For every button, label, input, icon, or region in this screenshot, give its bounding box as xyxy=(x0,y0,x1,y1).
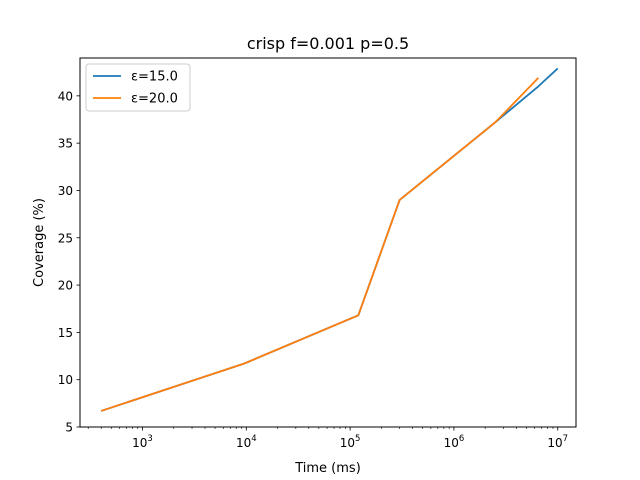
y-tick-label: 5 xyxy=(65,421,73,435)
plot-frame xyxy=(79,57,577,428)
x-axis-label: Time (ms) xyxy=(294,461,361,476)
legend: ε=15.0 ε=20.0 xyxy=(85,63,191,112)
y-tick-label: 25 xyxy=(58,231,73,245)
legend-label-eps-15: ε=15.0 xyxy=(131,70,178,85)
x-tick-label: 107 xyxy=(547,434,568,450)
x-tick-label: 105 xyxy=(340,434,361,450)
y-tick-label: 35 xyxy=(58,137,73,151)
chart-title: crisp f=0.001 p=0.5 xyxy=(247,34,409,53)
legend-label-eps-20: ε=20.0 xyxy=(131,92,178,107)
y-tick-label: 15 xyxy=(58,326,73,340)
x-tick-label: 104 xyxy=(236,434,257,450)
y-tick-label: 30 xyxy=(58,184,73,198)
x-tick-label: 106 xyxy=(444,434,465,450)
y-tick-label: 40 xyxy=(58,89,73,103)
series-line-1 xyxy=(100,77,539,412)
y-tick-label: 10 xyxy=(58,373,73,387)
y-tick-label: 20 xyxy=(58,279,73,293)
x-tick-label: 103 xyxy=(132,434,153,450)
y-axis-label: Coverage (%) xyxy=(32,198,47,287)
